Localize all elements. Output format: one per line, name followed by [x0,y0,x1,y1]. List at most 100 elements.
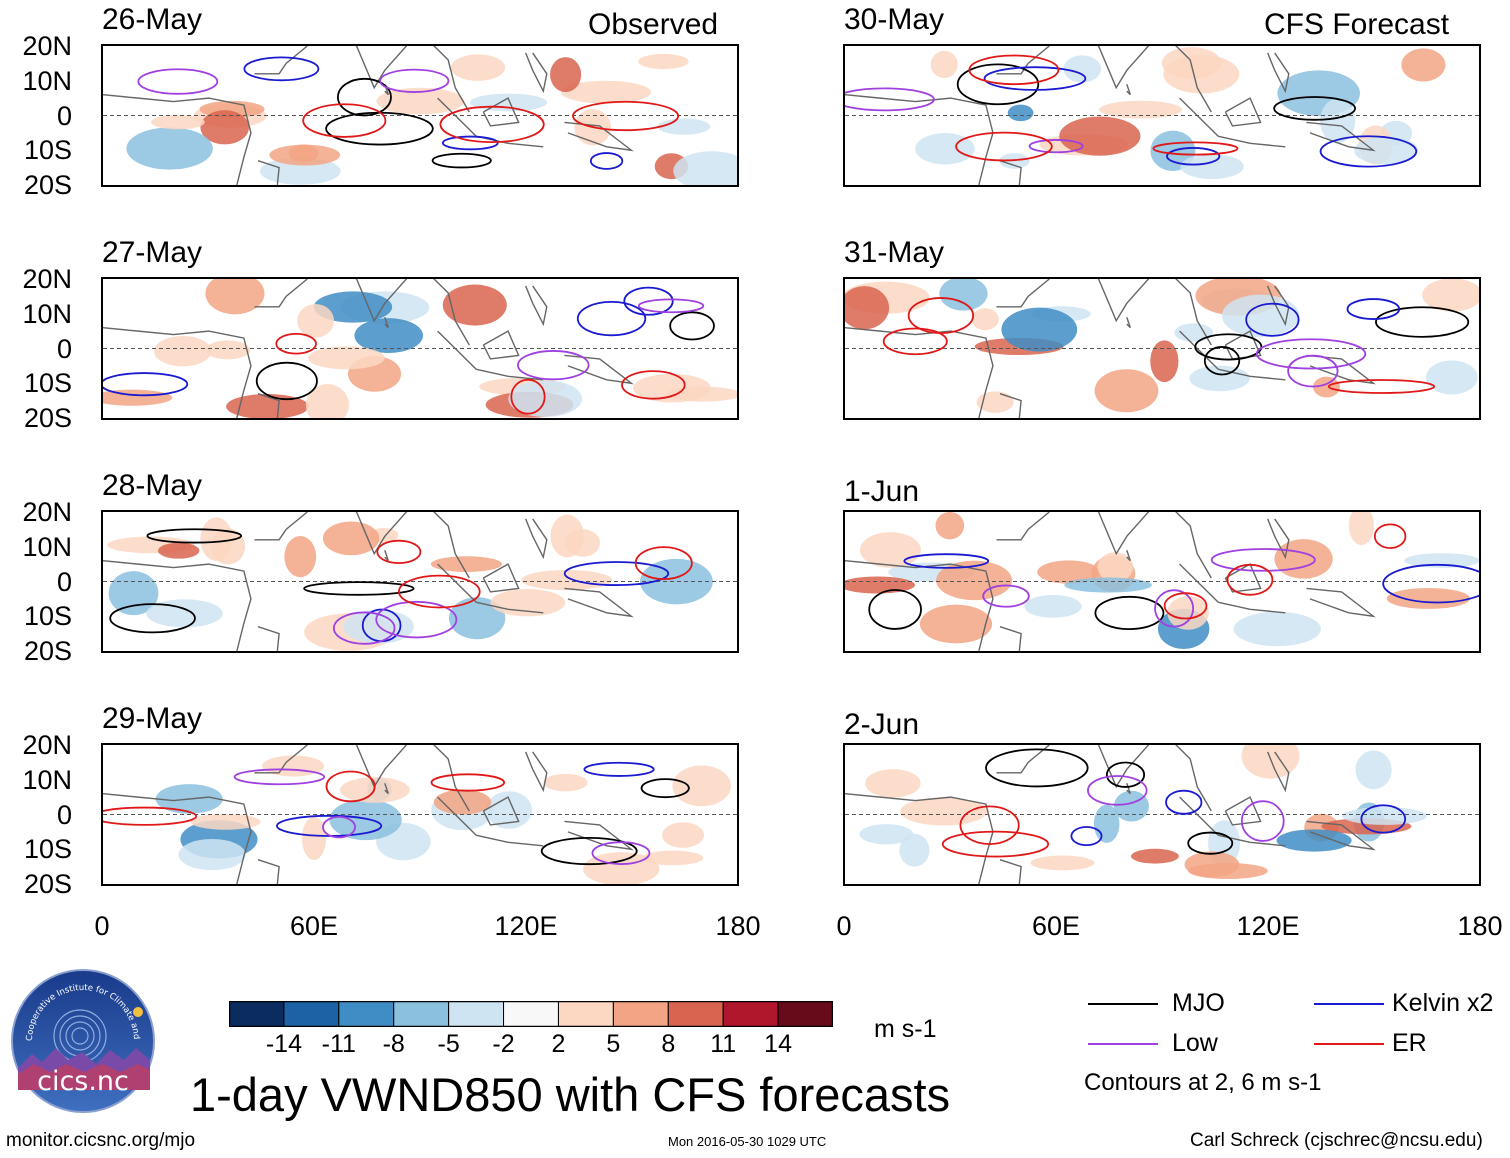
anomaly-shading [178,838,246,871]
coastline [996,512,1050,541]
anomaly-shading [1174,323,1213,342]
coastline [257,160,280,185]
colorbar-tick-label: -14 [265,1030,302,1058]
coastline [1179,330,1219,370]
anomaly-shading [313,291,393,323]
wave-contour [1105,761,1146,788]
wave-contour [572,100,680,132]
coastline [257,626,280,651]
colorbar-tick-label: 14 [764,1030,792,1058]
colorbar-swatch [612,1000,669,1028]
coastline [1179,796,1219,836]
lat-label: 20S [23,636,72,666]
wave-contour [441,135,499,151]
wave-contour [137,68,219,95]
coastline [476,368,544,381]
lon-label: 180 [1457,911,1503,941]
anomaly-shading [448,597,506,640]
map-panel-observed [101,277,739,420]
coastline [999,393,1022,418]
anomaly-shading [1063,55,1102,83]
wave-contour [146,528,243,544]
anomaly-shading [930,50,958,79]
anomaly-shading [1030,855,1095,871]
wave-contour [903,553,990,569]
anomaly-shading [1354,136,1419,165]
anomaly-shading [1024,594,1082,618]
coastline [1179,97,1219,137]
wave-contour [375,600,458,639]
anomaly-shading [190,813,261,830]
panel-date: 29-May [102,702,203,735]
wave-contour [1226,563,1274,596]
anomaly-shading [560,80,651,104]
wave-contour [968,54,1060,86]
lat-label: 10N [22,298,72,329]
lon-label: 0 [94,911,110,941]
wave-contour [1360,804,1407,834]
colorbar-swatch [722,1000,779,1028]
anomaly-shading [288,144,319,163]
anomaly-shading [661,822,705,848]
legend: MJO Kelvin x2 Low ER Contours at 2, 6 m … [1084,988,1506,1098]
cics-logo: Cooperative Institute for Climate and Sa… [7,961,156,1114]
lat-label: 20S [23,170,72,200]
anomaly-shading [205,279,265,315]
coastline [564,121,634,152]
anomaly-shading [1313,376,1340,398]
wave-contour [1382,563,1479,604]
colorbar-swatch [777,1000,834,1028]
coastline [525,285,548,327]
wave-contour [1094,595,1165,631]
wave-contour [233,768,326,786]
wave-contour [882,327,948,356]
colorbar-tick-label: -2 [492,1030,515,1058]
wave-contour [1154,589,1195,628]
wave-contour [956,63,1040,106]
coastline [476,834,544,847]
anomaly-shading [490,589,566,617]
wave-contour [1375,306,1470,338]
anomaly-shading [1007,104,1034,122]
footer-url[interactable]: monitor.cicsnc.org/mjo [6,1130,196,1151]
wave-contour [337,77,392,117]
coastline [1267,518,1290,560]
coastline [482,796,520,826]
coastline [1097,46,1212,113]
coastline [482,330,520,360]
coastline [564,354,634,385]
legend-label-low: Low [1172,1029,1218,1057]
wave-contour [1152,141,1239,156]
coastline [384,783,389,795]
anomaly-shading [1094,369,1159,413]
anomaly-shading [899,833,930,867]
anomaly-shading [939,279,988,311]
coastline [999,626,1022,651]
footer-author: Carl Schreck (cjschrec@ncsu.edu) [1190,1130,1483,1151]
coastline [999,859,1022,884]
anomaly-shading [640,558,713,605]
anomaly-shading [1097,552,1134,582]
anomaly-shading [1167,595,1209,630]
anomaly-shading [322,521,380,556]
colorbar-swatch [338,1000,395,1028]
coastline [1306,121,1376,152]
lat-label: 0 [56,566,72,597]
colorbar-swatch [283,1000,340,1028]
colorbar-swatch [448,1000,505,1028]
coastline [999,160,1022,185]
wave-contour [1245,302,1300,337]
logo-text: cics.nc [37,1066,129,1097]
wave-contour [439,105,545,144]
wave-contour [1373,523,1407,549]
anomaly-shading [1348,512,1374,546]
wave-contour [1255,338,1367,370]
anomaly-shading [633,373,711,403]
forecast-label: CFS Forecast [1264,8,1450,41]
wave-contour [955,131,1053,162]
wave-contour [563,561,670,586]
coastline [525,518,548,560]
coastline [1306,354,1376,385]
anomaly-shading [430,556,503,572]
wave-contour [431,152,492,169]
